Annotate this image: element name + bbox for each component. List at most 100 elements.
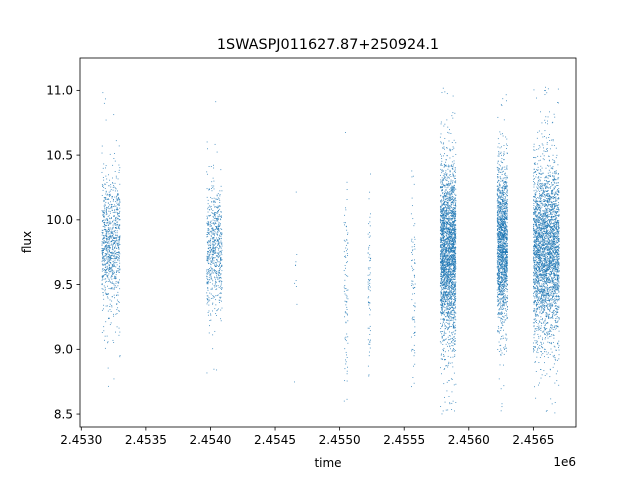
data-point: [451, 260, 453, 262]
data-point: [455, 182, 457, 184]
data-point: [448, 308, 450, 310]
data-point: [367, 287, 369, 289]
data-point: [105, 280, 107, 282]
data-point: [449, 224, 451, 226]
data-point: [454, 311, 456, 313]
data-point: [454, 343, 456, 345]
data-point: [206, 292, 208, 294]
data-point: [449, 212, 451, 214]
data-point: [442, 268, 444, 270]
data-point: [118, 251, 120, 252]
data-point: [451, 190, 453, 192]
data-point: [440, 256, 442, 258]
data-point: [107, 193, 109, 195]
data-point: [220, 277, 222, 279]
data-point: [452, 210, 453, 212]
data-point: [448, 263, 450, 265]
data-point: [505, 230, 506, 232]
data-point: [105, 271, 107, 273]
data-point: [444, 239, 446, 241]
data-point: [106, 253, 108, 255]
data-point: [455, 292, 457, 294]
data-point: [447, 284, 449, 286]
data-point: [450, 212, 452, 214]
data-point: [217, 193, 219, 195]
data-point: [114, 190, 116, 192]
data-point: [344, 214, 346, 216]
data-point: [501, 190, 503, 192]
data-point: [346, 306, 348, 308]
data-point: [452, 356, 454, 358]
data-point: [445, 200, 447, 202]
data-point: [442, 294, 443, 296]
data-point: [453, 303, 455, 305]
data-point: [208, 229, 210, 231]
data-point: [444, 137, 446, 139]
data-point: [221, 234, 222, 236]
data-point: [103, 216, 104, 217]
data-point: [502, 222, 504, 224]
data-point: [443, 209, 445, 211]
data-point: [368, 284, 370, 286]
data-point: [215, 299, 217, 301]
data-point: [454, 207, 456, 209]
data-point: [221, 232, 223, 234]
data-point: [440, 222, 442, 223]
data-point: [104, 224, 106, 226]
data-point: [439, 205, 441, 207]
data-point: [448, 193, 450, 195]
data-point: [451, 282, 453, 284]
data-point: [219, 272, 220, 274]
data-point: [442, 220, 443, 222]
data-point: [212, 246, 214, 248]
data-point: [453, 185, 455, 186]
data-point: [109, 255, 111, 257]
data-point: [445, 221, 447, 223]
data-point: [444, 165, 446, 167]
data-point: [454, 279, 456, 280]
data-point: [452, 284, 454, 286]
data-point: [454, 247, 455, 248]
data-point: [106, 194, 108, 196]
data-point: [500, 297, 502, 299]
data-point: [451, 262, 453, 264]
data-point: [500, 388, 502, 390]
data-point: [448, 343, 450, 345]
data-point: [442, 193, 444, 195]
data-point: [105, 98, 106, 100]
data-point: [213, 216, 215, 218]
data-point: [111, 232, 113, 234]
data-point: [440, 238, 442, 240]
data-point: [216, 228, 218, 230]
data-point: [209, 292, 211, 294]
data-point: [219, 235, 220, 237]
data-point: [440, 367, 441, 369]
data-point: [447, 302, 448, 304]
data-point: [440, 200, 441, 202]
data-point: [117, 291, 119, 293]
data-point: [442, 275, 444, 277]
data-point: [452, 242, 454, 244]
data-point: [448, 212, 450, 214]
data-point: [114, 277, 116, 279]
data-point: [447, 278, 449, 280]
data-point: [410, 213, 412, 215]
data-point: [102, 265, 104, 267]
data-point: [444, 256, 445, 257]
data-point: [442, 312, 444, 314]
data-point: [115, 237, 117, 239]
data-point: [102, 232, 104, 234]
data-point: [219, 230, 221, 232]
data-point: [105, 305, 107, 307]
data-point: [114, 160, 116, 162]
data-point: [213, 272, 215, 274]
data-point: [217, 255, 219, 257]
data-point: [368, 351, 370, 353]
data-point: [449, 339, 451, 341]
data-point: [104, 269, 105, 271]
data-point: [446, 177, 448, 179]
data-point: [441, 308, 443, 310]
data-point: [444, 200, 446, 202]
data-point: [101, 243, 103, 245]
data-point: [118, 219, 120, 221]
